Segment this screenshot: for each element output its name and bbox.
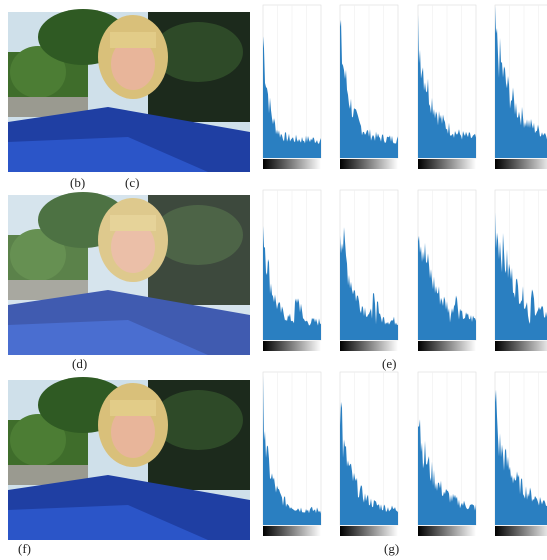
- gray-ramp: [263, 526, 321, 536]
- photo-b: [8, 9, 250, 172]
- gray-ramp: [263, 341, 321, 351]
- photo-f: [8, 377, 250, 540]
- histogram-bars: [340, 19, 398, 159]
- histogram-bars: [418, 235, 476, 340]
- histogram-bars: [418, 14, 476, 159]
- gray-ramp: [418, 341, 476, 351]
- gray-ramp: [263, 159, 321, 169]
- panel-label: (f): [18, 541, 31, 556]
- histogram-bars: [340, 227, 398, 340]
- gray-ramp: [418, 526, 476, 536]
- panel-label: (c): [125, 175, 139, 190]
- panel-label: (g): [384, 541, 399, 556]
- photo-d: [8, 192, 250, 355]
- panel-label: (e): [382, 356, 396, 371]
- histogram-bars: [340, 401, 398, 525]
- histogram-bars: [495, 5, 547, 158]
- gray-ramp: [340, 526, 398, 536]
- panel-label: (d): [72, 356, 87, 371]
- histogram-bars: [495, 389, 547, 525]
- panel-label: (b): [70, 175, 85, 190]
- histogram-bars: [263, 36, 321, 159]
- histogram-bars: [418, 419, 476, 525]
- gray-ramp: [340, 341, 398, 351]
- gray-ramp: [418, 159, 476, 169]
- gray-ramp: [495, 159, 547, 169]
- histogram-bars: [495, 212, 547, 340]
- histogram-bars: [263, 375, 321, 525]
- gray-ramp: [495, 526, 547, 536]
- histogram-bars: [263, 225, 321, 340]
- gray-ramp: [340, 159, 398, 169]
- gray-ramp: [495, 341, 547, 351]
